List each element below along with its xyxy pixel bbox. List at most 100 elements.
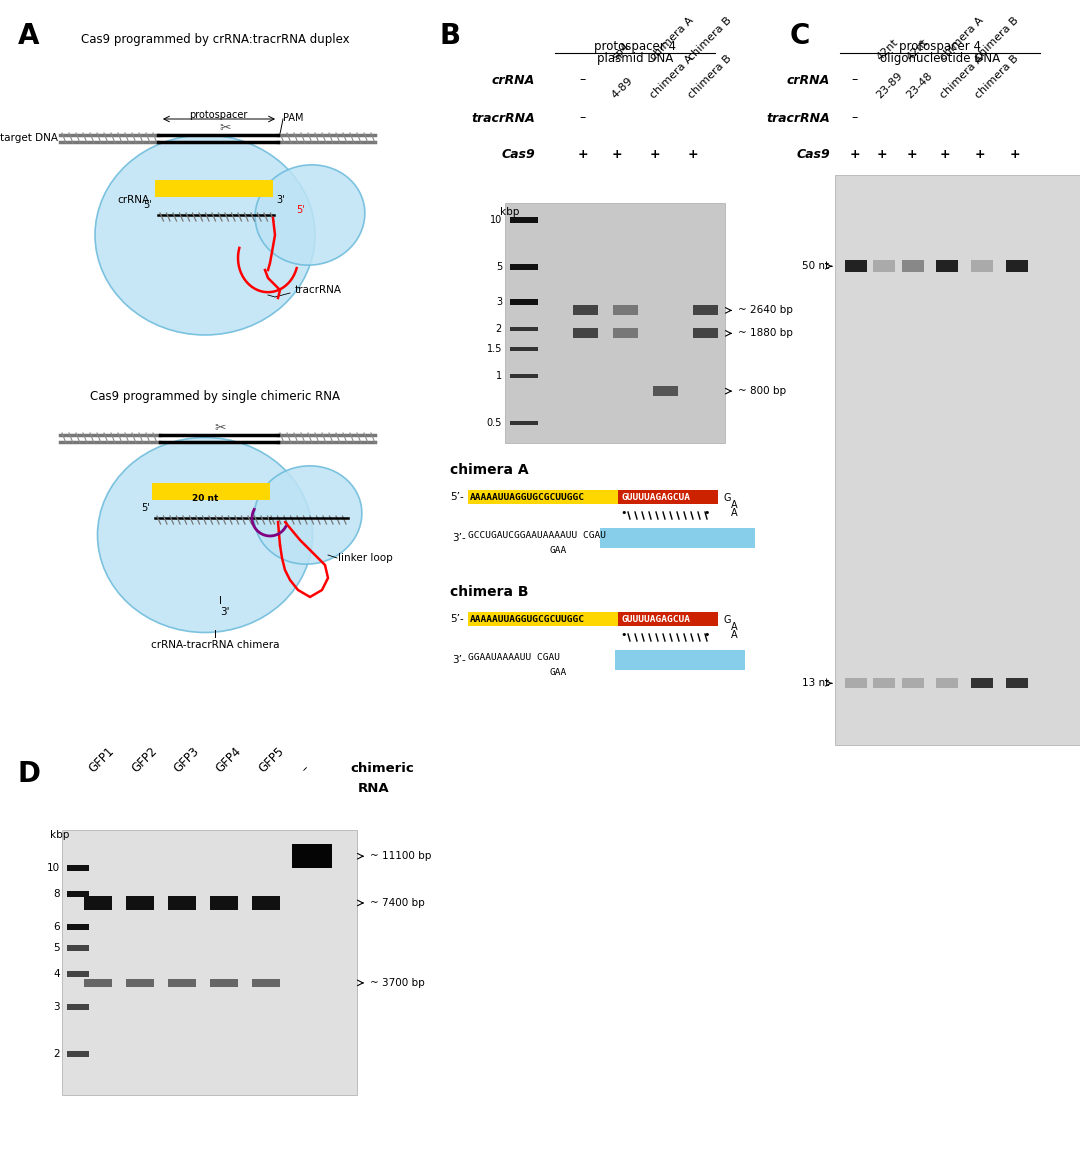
Bar — [618, 612, 718, 626]
Text: –: – — [852, 111, 859, 124]
Text: 8: 8 — [53, 889, 60, 899]
Text: kbp: kbp — [50, 831, 69, 840]
Bar — [873, 260, 895, 273]
Bar — [510, 327, 538, 331]
Text: GFP3: GFP3 — [171, 745, 201, 775]
Text: AAAAAUUAGGUGCGCUUGGC: AAAAAUUAGGUGCGCUUGGC — [470, 493, 585, 502]
Bar — [252, 896, 280, 909]
Bar — [902, 679, 924, 688]
Text: A: A — [731, 508, 738, 519]
Text: ~ 1880 bp: ~ 1880 bp — [738, 328, 793, 339]
Text: 4: 4 — [53, 969, 60, 979]
Text: 4-89: 4-89 — [610, 75, 635, 100]
Text: PAM: PAM — [283, 113, 303, 123]
Bar — [292, 844, 332, 868]
Text: chimera B: chimera B — [973, 15, 1021, 61]
Bar — [936, 679, 958, 688]
Text: oligonucleotide DNA: oligonucleotide DNA — [880, 52, 1000, 65]
Ellipse shape — [254, 466, 362, 564]
Text: chimera B: chimera B — [973, 53, 1021, 100]
Text: 23-89: 23-89 — [875, 70, 905, 100]
Bar — [67, 925, 89, 930]
Text: GFP4: GFP4 — [213, 745, 243, 775]
Text: 10: 10 — [489, 216, 502, 225]
Text: 23-48: 23-48 — [905, 70, 935, 100]
Bar — [84, 979, 112, 987]
Text: 5’-: 5’- — [450, 492, 464, 502]
Bar — [613, 305, 638, 316]
Bar — [67, 891, 89, 897]
Text: 1.5: 1.5 — [487, 343, 502, 354]
Text: 3': 3' — [220, 607, 230, 617]
Text: chimera A: chimera A — [648, 53, 696, 100]
Bar — [168, 979, 195, 987]
Text: 42nt: 42nt — [875, 37, 901, 61]
Bar — [845, 679, 867, 688]
Bar — [67, 1005, 89, 1010]
Text: chimera B: chimera B — [686, 53, 733, 100]
Text: ~ 800 bp: ~ 800 bp — [738, 386, 786, 396]
Bar — [510, 299, 538, 305]
Text: kbp: kbp — [500, 206, 519, 217]
Text: crRNA: crRNA — [786, 73, 831, 87]
Bar — [67, 1051, 89, 1057]
Text: –: – — [580, 73, 586, 87]
Text: GAA: GAA — [550, 546, 567, 554]
Text: AAAAAUUAGGUGCGCUUGGC: AAAAAUUAGGUGCGCUUGGC — [470, 615, 585, 624]
Bar — [156, 180, 273, 197]
Bar — [971, 260, 993, 273]
Text: tracrRNA: tracrRNA — [295, 285, 342, 295]
Bar — [62, 831, 357, 1095]
Text: Cas9: Cas9 — [796, 148, 831, 161]
Text: Cas9: Cas9 — [501, 148, 535, 161]
Text: +: + — [940, 148, 950, 161]
Text: ~ 3700 bp: ~ 3700 bp — [370, 978, 424, 988]
Text: chimera A: chimera A — [937, 53, 985, 100]
Text: 0.5: 0.5 — [487, 418, 502, 428]
Bar — [505, 203, 725, 443]
Bar — [126, 979, 154, 987]
Text: GGAAUAAAAUU CGAU: GGAAUAAAAUU CGAU — [468, 653, 561, 662]
Text: ~ 11100 bp: ~ 11100 bp — [370, 851, 431, 861]
Text: 20 nt: 20 nt — [192, 494, 218, 503]
Bar — [126, 896, 154, 909]
Bar — [210, 896, 238, 909]
Text: 5': 5' — [141, 503, 150, 513]
Bar — [510, 217, 538, 224]
Bar — [573, 305, 598, 316]
Text: GUUUUAGAGCUA: GUUUUAGAGCUA — [622, 615, 691, 624]
Text: protospacer: protospacer — [189, 110, 247, 119]
Bar — [510, 347, 538, 350]
Bar — [835, 175, 1080, 745]
Text: 3': 3' — [276, 195, 285, 205]
Bar — [168, 896, 195, 909]
Text: 2: 2 — [496, 324, 502, 334]
Text: +: + — [1010, 148, 1021, 161]
Text: 1: 1 — [496, 371, 502, 380]
Bar — [1005, 260, 1028, 273]
Bar — [67, 865, 89, 871]
Text: •: • — [704, 508, 711, 519]
Text: 2: 2 — [53, 1049, 60, 1059]
Bar — [1005, 679, 1028, 688]
Bar — [510, 374, 538, 378]
Text: tracrRNA: tracrRNA — [766, 111, 831, 124]
Text: GCCUGAUCGGAAUAAAAUU CGAU: GCCUGAUCGGAAUAAAAUU CGAU — [468, 531, 606, 541]
Text: GFP1: GFP1 — [85, 745, 117, 775]
Bar — [510, 264, 538, 270]
Text: Cas9 programmed by single chimeric RNA: Cas9 programmed by single chimeric RNA — [90, 390, 340, 403]
Text: +: + — [850, 148, 861, 161]
Ellipse shape — [95, 135, 315, 335]
Text: chimera A: chimera A — [450, 463, 528, 477]
Text: •: • — [621, 508, 627, 519]
Text: +: + — [688, 148, 699, 161]
Text: –: – — [299, 762, 312, 775]
Text: 3’-: 3’- — [453, 655, 465, 665]
Text: sp4: sp4 — [610, 41, 631, 61]
Text: GAA: GAA — [550, 668, 567, 677]
Text: GFP5: GFP5 — [256, 745, 286, 775]
Text: protospacer 4: protospacer 4 — [899, 39, 981, 53]
Text: +: + — [611, 148, 622, 161]
Text: ~ 7400 bp: ~ 7400 bp — [370, 898, 424, 908]
Text: Cas9 programmed by crRNA:tracrRNA duplex: Cas9 programmed by crRNA:tracrRNA duplex — [81, 32, 349, 46]
